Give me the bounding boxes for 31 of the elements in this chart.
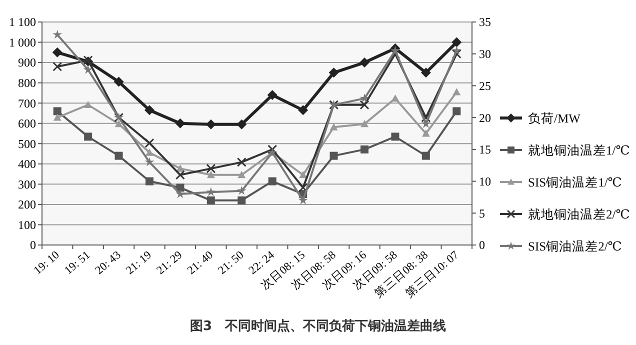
x-tick-label: 21: 29	[154, 249, 185, 278]
y-tick-label: 200	[18, 198, 36, 212]
legend-label: 就地铜油温差2/℃	[528, 207, 630, 222]
y2-tick-label: 20	[479, 110, 491, 125]
x-tick-label: 21: 40	[185, 249, 216, 278]
legend-label: 负荷/MW	[528, 111, 581, 126]
legend-label: SIS铜油温差2/℃	[528, 239, 622, 254]
y2-tick-label: 15	[479, 142, 491, 157]
y-tick-label: 300	[18, 177, 36, 192]
y-tick-label: 700	[18, 96, 36, 110]
x-tick-label: 21: 50	[216, 249, 246, 278]
y2-tick-label: 0	[479, 238, 485, 252]
y-tick-label: 1 000	[9, 35, 36, 50]
y2-tick-label: 30	[479, 47, 491, 62]
y2-tick-label: 10	[479, 174, 491, 188]
y-tick-label: 600	[18, 116, 36, 131]
y2-tick-label: 5	[479, 206, 485, 220]
y2-tick-label: 35	[479, 15, 491, 30]
text: 图3 不同时间点、不同负荷下铜油温差曲线	[190, 318, 446, 334]
y-tick-label: 500	[18, 136, 36, 151]
x-tick-label: 20: 43	[93, 249, 124, 278]
y-tick-label: 800	[18, 76, 36, 90]
y-tick-label: 900	[18, 56, 36, 70]
legend-label: 就地铜油温差1/℃	[528, 143, 630, 158]
x-tick-label: 19: 51	[62, 249, 93, 278]
y-tick-label: 100	[18, 218, 36, 232]
y-tick-label: 1 100	[9, 15, 36, 30]
y-tick-label: 400	[18, 157, 36, 172]
x-tick-label: 21: 19	[124, 249, 154, 278]
legend-label: SIS铜油温差1/℃	[528, 175, 622, 190]
y2-tick-label: 25	[479, 78, 491, 93]
